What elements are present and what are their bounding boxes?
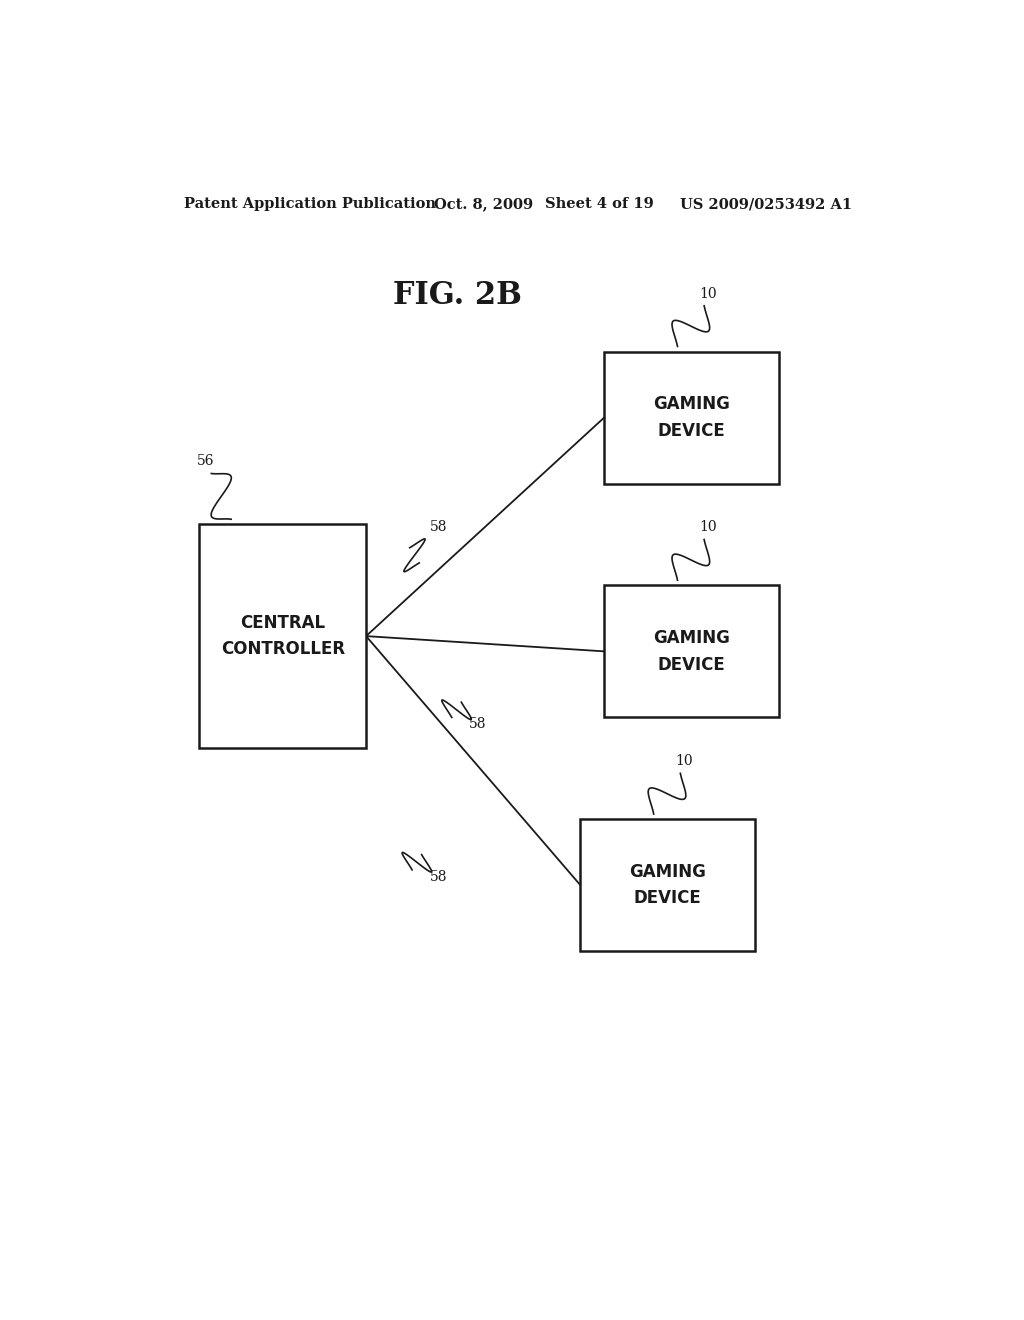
- Bar: [604, 585, 778, 718]
- Text: Patent Application Publication: Patent Application Publication: [183, 197, 435, 211]
- Text: 58: 58: [469, 718, 486, 731]
- Text: Sheet 4 of 19: Sheet 4 of 19: [545, 197, 653, 211]
- Text: Oct. 8, 2009: Oct. 8, 2009: [433, 197, 532, 211]
- Text: 56: 56: [197, 454, 214, 469]
- Bar: [581, 818, 755, 952]
- Text: FIG. 2B: FIG. 2B: [393, 280, 522, 312]
- Text: GAMING
DEVICE: GAMING DEVICE: [653, 630, 730, 673]
- Text: 58: 58: [430, 870, 447, 884]
- Text: 10: 10: [676, 754, 693, 768]
- Text: CENTRAL
CONTROLLER: CENTRAL CONTROLLER: [221, 614, 345, 659]
- Text: 58: 58: [430, 520, 447, 535]
- Text: US 2009/0253492 A1: US 2009/0253492 A1: [680, 197, 852, 211]
- Bar: [200, 524, 367, 748]
- Text: 10: 10: [699, 286, 717, 301]
- Bar: [604, 351, 778, 483]
- Text: 10: 10: [699, 520, 717, 535]
- Text: GAMING
DEVICE: GAMING DEVICE: [653, 396, 730, 440]
- Text: GAMING
DEVICE: GAMING DEVICE: [629, 863, 707, 907]
